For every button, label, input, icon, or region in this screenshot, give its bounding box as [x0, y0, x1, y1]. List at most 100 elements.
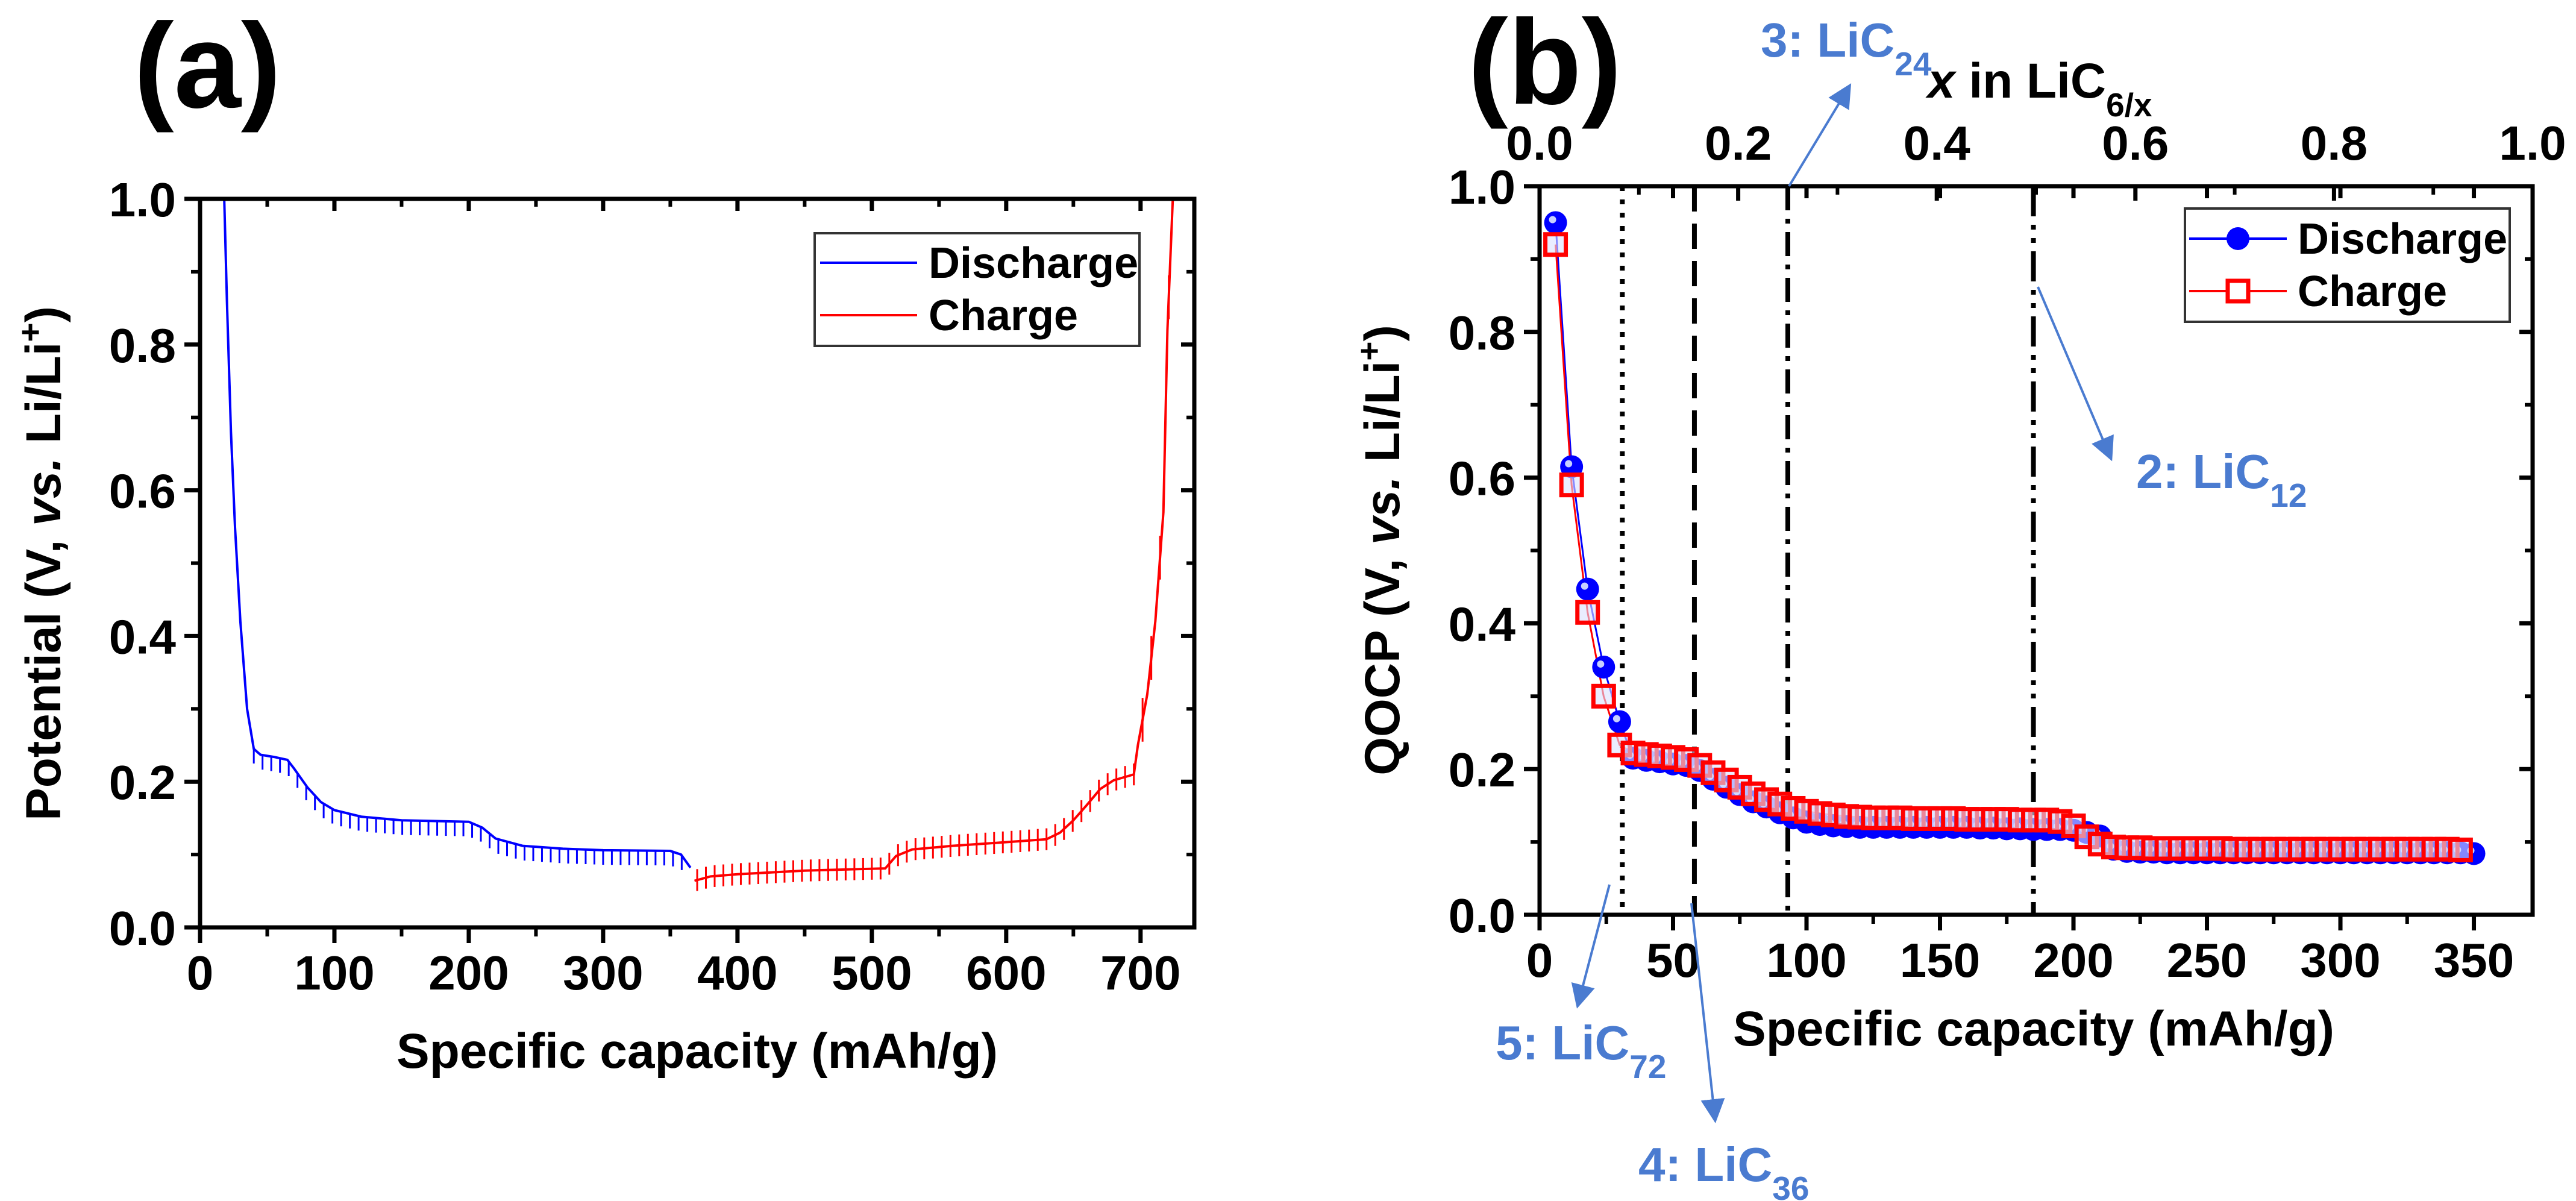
- top-x-axis-label-b: x in LiC6/x: [1925, 54, 2152, 124]
- discharge-point-highlight: [1565, 460, 1573, 468]
- discharge-point: [1544, 211, 1567, 234]
- y-tick-label: 1.0: [109, 173, 176, 227]
- x-tick-label: 100: [294, 946, 374, 1000]
- y-label-a-part: ): [16, 306, 71, 322]
- top-label-part: in LiC: [1955, 54, 2107, 108]
- discharge-point: [1608, 710, 1631, 733]
- x-axis-label-a: Specific capacity (mAh/g): [396, 1024, 998, 1079]
- x-tick-label: 250: [2167, 933, 2247, 987]
- y-label-b-part: ): [1355, 325, 1410, 341]
- discharge-point-highlight: [1549, 216, 1556, 224]
- y-axis-label-b: QOCP (V, vs. Li/Li+): [1350, 325, 1410, 776]
- top-label-italic-x: x: [1925, 54, 1957, 108]
- legend-b-discharge-marker: [2227, 227, 2249, 250]
- y-tick-label: 0.4: [109, 610, 177, 663]
- x-tick-label: 500: [832, 946, 912, 1000]
- y-tick-label: 0.8: [109, 319, 176, 372]
- annotation-text: 4: LiC: [1638, 1138, 1772, 1191]
- y-tick-label: 0.8: [1449, 306, 1515, 360]
- x-tick-label: 350: [2434, 933, 2514, 987]
- arrow-stage-2: [2037, 286, 2114, 462]
- axes-frame: [1537, 184, 2535, 917]
- y-label-b-part: Li/Li: [1355, 361, 1410, 476]
- top-label-subscript: 6/x: [2106, 86, 2152, 124]
- panel-label-a: (a): [134, 0, 281, 133]
- plot-a-area: 0 100 200 300 400 500 600 700 0.0 0.2 0.4 0.6 0.8 1.0: [109, 173, 1197, 1000]
- charge-point: [2448, 837, 2473, 862]
- top-x-tick-label: 0.2: [1705, 116, 1772, 170]
- annotation-subscript: 24: [1894, 45, 1932, 83]
- top-x-tick-label: 0.0: [1506, 116, 1573, 170]
- annotation-text: 5: LiC: [1496, 1016, 1629, 1070]
- y-label-b-part: QOCP (V,: [1355, 545, 1410, 776]
- panel-b: (b) 0 50 100 150 200 250 300 350 0.0 0.2 0.4 0.6 0.8…: [1350, 0, 2566, 1201]
- x-tick-label: 200: [2033, 933, 2113, 987]
- x-tick-label: 0: [187, 946, 214, 1000]
- x-tick-label: 0: [1526, 933, 1553, 987]
- y-tick-label: 0.0: [109, 902, 176, 955]
- discharge-point: [1592, 655, 1615, 679]
- x-tick-label: 200: [428, 946, 509, 1000]
- y-label-a-part: Potential (V,: [16, 526, 71, 821]
- discharge-point-highlight: [1597, 660, 1605, 668]
- annotation-stage-5: 5: LiC72: [1496, 1016, 1666, 1085]
- x-tick-label: 100: [1766, 933, 1846, 987]
- x-tick-label: 150: [1900, 933, 1980, 987]
- y-label-b-italic: vs.: [1355, 476, 1410, 545]
- legend-b-charge-marker: [2225, 278, 2251, 304]
- y-axis-label-a: Potential (V, vs. Li/Li+): [11, 306, 71, 821]
- x-tick-label: 300: [2300, 933, 2380, 987]
- y-label-b-superscript: +: [1350, 342, 1388, 361]
- legend-b: Discharge Charge: [2184, 207, 2511, 323]
- annotation-text: 3: LiC: [1761, 13, 1894, 67]
- y-tick-label: 0.2: [1449, 743, 1515, 797]
- legend-a-discharge-label: Discharge: [929, 239, 1138, 287]
- discharge-curve: [223, 198, 692, 869]
- x-axis-label-b: Specific capacity (mAh/g): [1733, 1002, 2334, 1056]
- annotation-subscript: 36: [1772, 1170, 1809, 1201]
- panel-a: (a) 0 100 200 300 400 500 600 700 0.0 0.2 0.4 0.6 0.…: [11, 0, 1197, 1079]
- charge-point: [1591, 683, 1616, 709]
- y-tick-label: 0.6: [1449, 452, 1515, 506]
- axes-frame: [198, 196, 1197, 930]
- panel-label-b: (b): [1468, 0, 1622, 130]
- annotation-stage-4: 4: LiC36: [1638, 1138, 1809, 1201]
- x-tick-label: 700: [1100, 946, 1180, 1000]
- annotation-stage-2: 2: LiC12: [2136, 445, 2307, 514]
- y-tick-label: 0.6: [109, 465, 176, 518]
- arrow-stage-4: [1690, 903, 1725, 1123]
- annotation-subscript: 12: [2270, 477, 2307, 514]
- legend-a-charge-label: Charge: [929, 292, 1078, 340]
- legend-a-box: [813, 232, 1141, 347]
- discharge-point-highlight: [1581, 582, 1588, 590]
- discharge-point: [1576, 577, 1599, 601]
- discharge-point: [1560, 455, 1584, 478]
- top-x-tick-label: 0.4: [1904, 116, 1971, 170]
- top-x-tick-label: 0.6: [2102, 116, 2169, 170]
- annotation-stage-3: 3: LiC24: [1761, 13, 1932, 83]
- y-label-a-part: Li/Li: [16, 342, 71, 457]
- x-tick-label: 300: [563, 946, 643, 1000]
- arrow-stage-5: [1571, 884, 1611, 1009]
- top-x-tick-label: 1.0: [2499, 116, 2566, 170]
- y-label-a-italic: vs.: [16, 457, 71, 526]
- annotation-subscript: 72: [1629, 1048, 1666, 1085]
- stage-annotations: 3: LiC24 2: LiC12 5: LiC72 4: LiC36: [1496, 13, 2307, 1201]
- y-tick-label: 0.2: [109, 756, 176, 809]
- x-tick-label: 50: [1646, 933, 1700, 987]
- legend-b-charge-label: Charge: [2298, 268, 2447, 316]
- charge-point: [1575, 600, 1600, 625]
- charge-point: [1543, 232, 1568, 257]
- plot-b-area: 0 50 100 150 200 250 300 3500.00.20.40.60.81.00…: [1449, 116, 2566, 987]
- y-label-a-superscript: +: [11, 322, 49, 342]
- discharge-point-highlight: [1612, 715, 1620, 723]
- legend-b-discharge-label: Discharge: [2298, 215, 2507, 263]
- y-tick-label: 0.0: [1449, 889, 1515, 942]
- top-x-tick-label: 0.8: [2301, 116, 2368, 170]
- arrow-stage-3: [1788, 83, 1852, 187]
- x-tick-label: 400: [697, 946, 777, 1000]
- legend-a: Discharge Charge: [813, 232, 1141, 347]
- y-tick-label: 1.0: [1449, 160, 1515, 214]
- charge-point: [1559, 472, 1584, 498]
